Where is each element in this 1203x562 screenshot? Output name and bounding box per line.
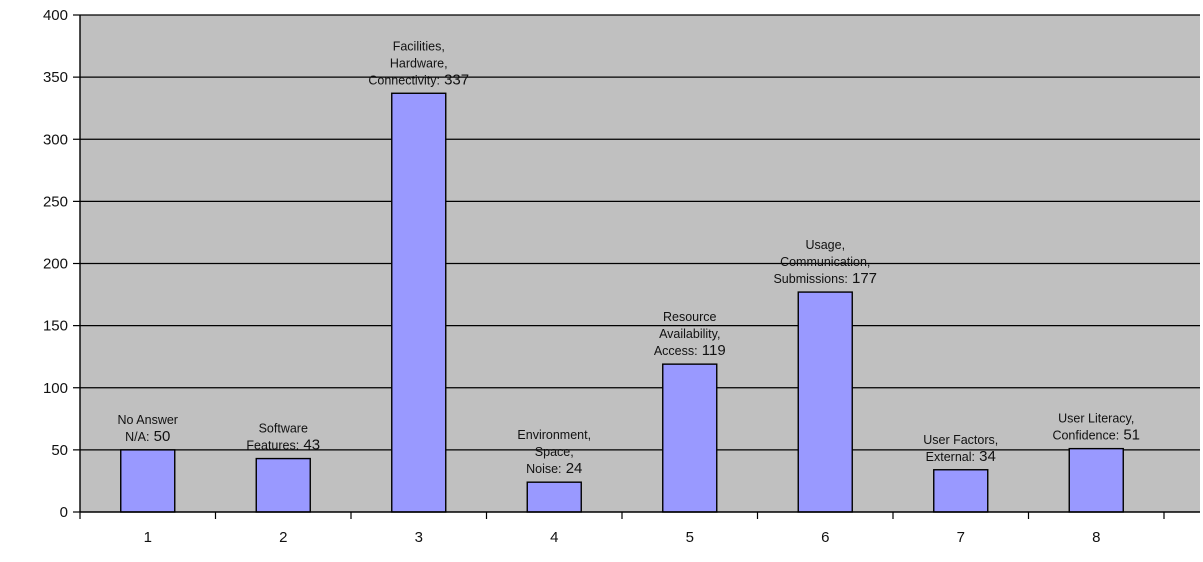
- x-tick-label: 6: [821, 529, 829, 546]
- bars: [120, 92, 1124, 513]
- y-tick-label: 100: [43, 380, 68, 397]
- data-label-text: Space,: [535, 445, 574, 459]
- bar: [391, 92, 447, 513]
- x-tick-label: 4: [550, 529, 558, 546]
- data-label-text: Submissions: 177: [773, 270, 877, 287]
- data-label-text: N/A: 50: [125, 428, 170, 445]
- data-label-value: 177: [848, 270, 877, 287]
- data-label: Facilities, Hardware,Connectivity: 337: [368, 39, 469, 88]
- data-label: Usage, Communication,Submissions: 177: [773, 238, 877, 287]
- data-label-text: Environment,: [517, 428, 591, 442]
- data-label-text: Access: 119: [654, 342, 726, 359]
- data-label-text: Software: [259, 422, 308, 436]
- bar: [662, 363, 718, 513]
- data-label-text: No Answer: [118, 413, 178, 427]
- data-label-value: 43: [299, 437, 320, 454]
- bar: [120, 449, 176, 513]
- data-label-text: Usage,: [805, 238, 845, 252]
- data-label-text: Noise: 24: [526, 460, 582, 477]
- y-tick-label: 350: [43, 69, 68, 86]
- data-label-text: Features: 43: [246, 437, 320, 454]
- data-label: Environment, Space,Noise: 24: [517, 428, 591, 477]
- data-label-value: 50: [149, 428, 170, 445]
- data-label-text: Connectivity: 337: [368, 71, 469, 88]
- data-label-text: Hardware,: [390, 56, 448, 70]
- data-label-value: 51: [1119, 427, 1140, 444]
- x-tick-label: 3: [415, 529, 423, 546]
- x-tick-label: 2: [279, 529, 287, 546]
- data-label-text: Communication,: [780, 255, 870, 269]
- gridlines: [80, 14, 1200, 451]
- y-tick-label: 150: [43, 318, 68, 335]
- bar: [1068, 447, 1124, 513]
- bar: [255, 457, 311, 513]
- data-label: User Factors,External: 34: [923, 433, 998, 465]
- y-tick-label: 50: [51, 442, 68, 459]
- data-label-text: Availability,: [659, 327, 720, 341]
- x-tick-label: 8: [1092, 529, 1100, 546]
- data-label-value: 34: [975, 448, 996, 465]
- data-label-text: Facilities,: [393, 39, 445, 53]
- axes: [73, 14, 1200, 519]
- data-label-value: 337: [440, 71, 469, 88]
- data-label-text: User Factors,: [923, 433, 998, 447]
- y-tick-label: 250: [43, 193, 68, 210]
- data-label-value: 119: [698, 342, 726, 359]
- data-label-text: External: 34: [926, 448, 996, 465]
- bar: [526, 481, 582, 513]
- x-tick-label: 1: [144, 529, 152, 546]
- y-tick-label: 200: [43, 256, 68, 273]
- bar: [797, 291, 853, 513]
- y-tick-label: 400: [43, 7, 68, 24]
- x-tick-label: 5: [686, 529, 694, 546]
- x-tick-label: 7: [957, 529, 965, 546]
- data-label-text: User Literacy,: [1058, 412, 1134, 426]
- x-tick-labels: 1 2 3 4 5 6 7 8: [144, 529, 1101, 546]
- y-tick-label: 0: [60, 504, 68, 521]
- y-tick-label: 300: [43, 131, 68, 148]
- y-tick-labels: 0 50 100 150 200 250 300 350 400: [43, 7, 68, 521]
- data-label: User Literacy,Confidence: 51: [1052, 412, 1140, 444]
- data-label-value: 24: [562, 460, 583, 477]
- data-label: Resource Availability,Access: 119: [654, 310, 726, 359]
- data-label-text: Confidence: 51: [1052, 427, 1140, 444]
- bar: [933, 469, 989, 513]
- data-label-text: Resource: [663, 310, 717, 324]
